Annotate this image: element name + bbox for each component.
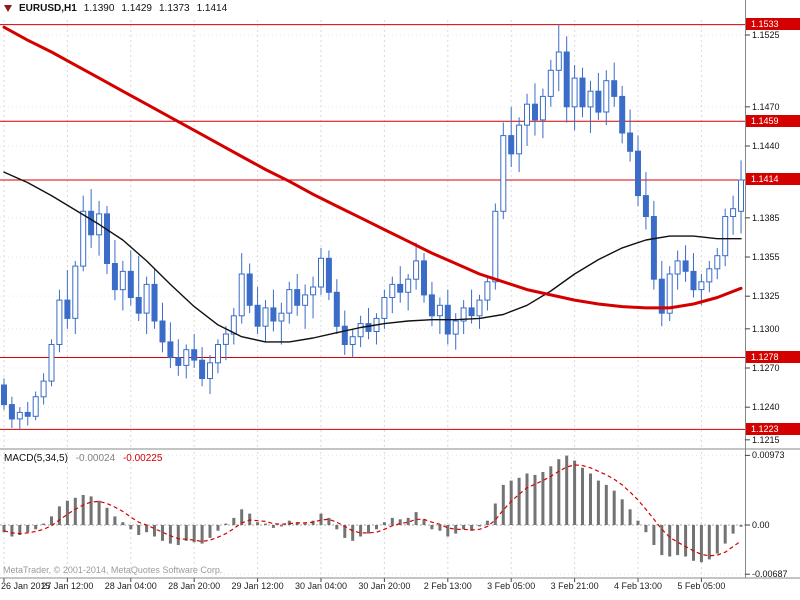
macd-main-value: -0.00024: [75, 453, 116, 464]
price-tick-label: 1.1355: [752, 252, 780, 262]
macd-tick-label: -0.00687: [752, 569, 788, 580]
time-axis-label: 2 Feb 13:00: [423, 581, 472, 591]
time-axis-label: 26 Jan 2015: [1, 581, 51, 591]
time-axis-label: 27 Jan 12:00: [41, 581, 94, 591]
price-tick-label: 1.1440: [752, 141, 780, 151]
time-axis-label: 29 Jan 12:00: [231, 581, 284, 591]
price-level-tag: 1.1223: [746, 422, 800, 435]
macd-plot[interactable]: [0, 452, 745, 578]
price-tick-label: 1.1525: [752, 30, 780, 41]
time-axis-label: 4 Feb 13:00: [613, 581, 663, 591]
time-axis-label: 30 Jan 04:00: [294, 581, 347, 591]
time-axis-label: 3 Feb 21:00: [550, 581, 599, 591]
ma-fast-black: [3, 171, 742, 343]
price-tick-label: 1.1300: [752, 323, 780, 334]
price-tick-label: 1.1270: [752, 362, 780, 373]
time-axis-label: 28 Jan 04:00: [104, 581, 157, 591]
price-tick-label: 1.1240: [752, 402, 780, 413]
macd-signal-value: -0.00225: [122, 453, 163, 464]
price-level-tag: 1.1459: [746, 114, 800, 127]
copyright-text: MetaTrader, © 2001-2014, MetaQuotes Soft…: [3, 565, 223, 575]
main-chart-plot[interactable]: [0, 20, 745, 447]
ohlc-close: 1.1414: [196, 3, 228, 14]
price-level-tag: 1.1533: [746, 18, 800, 31]
macd-header: MACD(5,34,5) -0.00024 -0.00225: [4, 453, 162, 464]
price-tick-label: 1.1325: [752, 291, 780, 302]
ma-slow-red: [2, 25, 743, 310]
ohlc-low: 1.1373: [158, 3, 190, 14]
price-tick-label: 1.1385: [752, 212, 780, 223]
price-level-tag: 1.1414: [746, 173, 800, 186]
time-axis-label: 3 Feb 05:00: [487, 581, 536, 591]
chart-menu-icon[interactable]: [4, 5, 12, 12]
price-level-tag: 1.1278: [746, 351, 800, 364]
macd-signal-line: [3, 464, 742, 557]
macd-indicator-label: MACD(5,34,5): [4, 453, 68, 464]
ohlc-high: 1.1429: [121, 3, 152, 14]
time-axis-label: 5 Feb 05:00: [677, 581, 726, 591]
symbol-period-label: EURUSD,H1: [19, 3, 77, 14]
price-tick-label: 1.1215: [752, 434, 780, 445]
macd-tick-label: 0.00: [752, 520, 770, 531]
ohlc-open: 1.1390: [83, 3, 115, 14]
macd-tick-label: 0.00973: [752, 450, 785, 461]
time-axis-label: 28 Jan 20:00: [168, 581, 221, 591]
price-tick-label: 1.1470: [752, 101, 780, 112]
time-axis-label: 30 Jan 20:00: [358, 581, 411, 591]
chart-header: EURUSD,H1 1.1390 1.1429 1.1373 1.1414: [4, 3, 227, 14]
